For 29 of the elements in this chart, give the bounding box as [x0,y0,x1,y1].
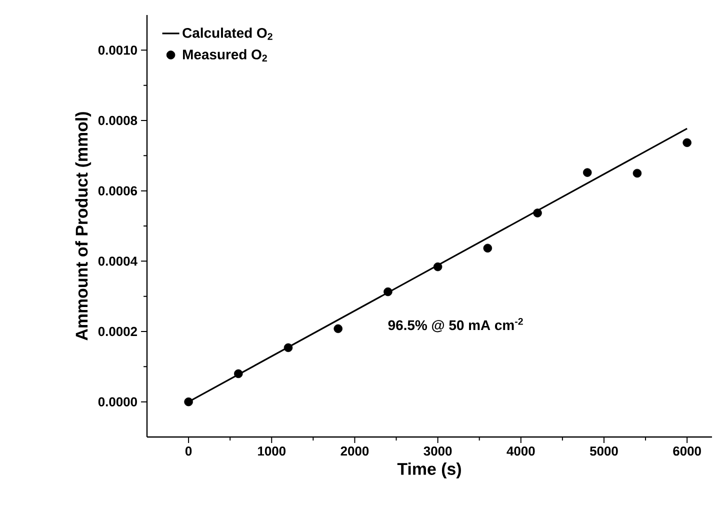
x-tick-label: 0 [185,446,192,456]
y-tick-label: 0.0000 [98,397,137,406]
point [234,369,243,378]
point [682,138,692,148]
point [632,168,642,178]
point [582,168,592,177]
point [184,397,193,406]
x-tick-label: 2000 [340,446,369,456]
point [384,287,392,296]
x-tick-label: 1000 [258,446,286,456]
x-axis-title: Time (s) [397,462,461,478]
y-tick-label: 0.0004 [98,256,138,266]
point [433,262,442,272]
x-tick-label: 6000 [673,446,701,456]
point [284,343,293,352]
x-tick-label: 4000 [506,446,535,456]
y-tick-label: 0.0008 [98,116,138,126]
y-tick-label: 0.0010 [98,46,137,55]
x-tick-label: 5000 [590,446,618,456]
legend-label: Measured O$_{2}$ [183,49,267,62]
point [483,244,492,253]
annotation: 96.5% @ 50 mA cm$^{-2}$ [388,318,523,332]
point [334,324,342,334]
legend-label: Calculated O$_{2}$ [182,28,272,40]
x-tick-label: 3000 [424,446,452,456]
y-tick-label: 0.0002 [98,326,137,336]
point [533,208,542,218]
y-axis-title: Ammount of Product (mmol) [75,112,92,340]
y-tick-label: 0.0006 [98,186,138,196]
